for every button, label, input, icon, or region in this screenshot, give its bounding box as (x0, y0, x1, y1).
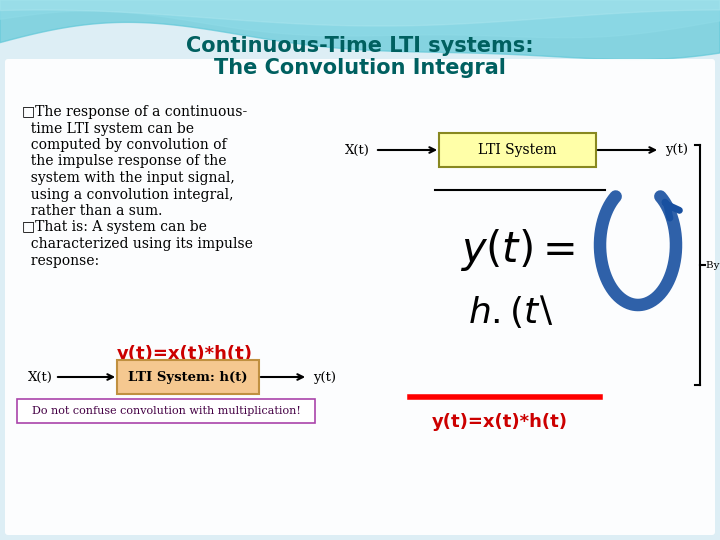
Text: time LTI system can be: time LTI system can be (22, 122, 194, 136)
Text: y(t)=x(t)*h(t): y(t)=x(t)*h(t) (432, 413, 568, 431)
Text: y(t): y(t) (313, 370, 336, 383)
Text: $\mathit{y(t)}=$: $\mathit{y(t)}=$ (460, 227, 575, 273)
Text: X(t): X(t) (28, 370, 53, 383)
Text: □That is: A system can be: □That is: A system can be (22, 220, 207, 234)
Text: □The response of a continuous-: □The response of a continuous- (22, 105, 247, 119)
Text: The Convolution Integral: The Convolution Integral (214, 58, 506, 78)
Text: rather than a sum.: rather than a sum. (22, 204, 163, 218)
Text: y(t): y(t) (665, 144, 688, 157)
Text: Continuous-Time LTI systems:: Continuous-Time LTI systems: (186, 36, 534, 56)
FancyBboxPatch shape (5, 59, 715, 535)
FancyBboxPatch shape (17, 399, 315, 423)
FancyBboxPatch shape (439, 133, 596, 167)
Text: computed by convolution of: computed by convolution of (22, 138, 227, 152)
Text: using a convolution integral,: using a convolution integral, (22, 187, 233, 201)
Text: characterized using its impulse: characterized using its impulse (22, 237, 253, 251)
Text: LTI System: h(t): LTI System: h(t) (128, 370, 248, 383)
Text: X(t): X(t) (345, 144, 370, 157)
Text: Do not confuse convolution with multiplication!: Do not confuse convolution with multipli… (32, 406, 300, 416)
FancyBboxPatch shape (117, 360, 259, 394)
Text: LTI System: LTI System (477, 143, 557, 157)
Text: the impulse response of the: the impulse response of the (22, 154, 227, 168)
Text: $\mathit{h.(t\!\!\setminus}$: $\mathit{h.(t\!\!\setminus}$ (468, 294, 554, 330)
Text: system with the input signal,: system with the input signal, (22, 171, 235, 185)
Text: By definition: By definition (706, 260, 720, 269)
Text: response:: response: (22, 253, 99, 267)
Text: y(t)=x(t)*h(t): y(t)=x(t)*h(t) (117, 345, 253, 363)
